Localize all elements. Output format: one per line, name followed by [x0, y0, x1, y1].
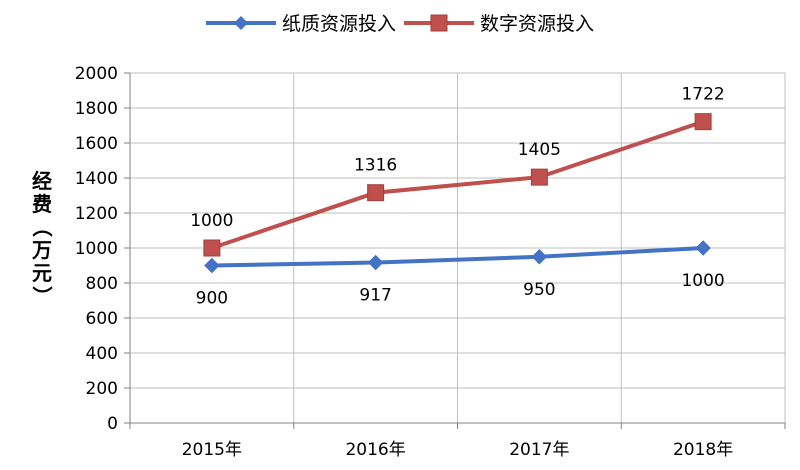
- series-2: 1000 1316 1405 1722: [190, 85, 725, 257]
- y-tick-label: 2000: [75, 64, 118, 84]
- data-point: [367, 254, 384, 271]
- legend-item-1: 纸质资源投入: [206, 13, 396, 35]
- y-tick-label: 1600: [75, 134, 118, 154]
- series-group: 900 917 950 1000 1000 1316 1405 1722: [190, 85, 725, 309]
- legend-marker: [234, 16, 248, 30]
- series-line: [211, 119, 704, 250]
- y-tick-label: 1000: [75, 239, 118, 259]
- y-tick-label: 0: [107, 414, 118, 434]
- data-label: 1722: [681, 85, 724, 105]
- data-label: 917: [359, 286, 391, 306]
- legend-label: 纸质资源投入: [282, 13, 396, 35]
- legend: 纸质资源投入 数字资源投入: [206, 13, 594, 35]
- y-tick-label: 400: [86, 344, 118, 364]
- data-point: [204, 257, 220, 274]
- y-axis-label-char: 元: [32, 261, 52, 285]
- axes: [124, 72, 786, 429]
- data-point: [367, 184, 385, 202]
- x-tick-label: 2016年: [345, 440, 405, 460]
- y-tick-labels: 0 200 400 600 800 1000 1200 1400 1600 1800 2000: [75, 64, 118, 434]
- data-label: 1000: [190, 211, 233, 231]
- y-axis-label-char: 万: [31, 238, 52, 262]
- y-tick-label: 800: [86, 274, 118, 294]
- data-point: [203, 239, 221, 257]
- data-point: [695, 240, 711, 256]
- y-axis-label-char: 费: [32, 192, 52, 216]
- x-tick-label: 2015年: [182, 440, 242, 460]
- data-label: 950: [523, 280, 555, 300]
- x-tick-label: 2017年: [509, 440, 569, 460]
- y-tick-label: 1800: [75, 99, 118, 119]
- data-point: [531, 249, 548, 265]
- y-axis-label-char: 经: [32, 169, 52, 193]
- data-label: 900: [196, 289, 228, 309]
- y-axis-label-char: ）: [30, 286, 54, 306]
- x-tick-label: 2018年: [673, 440, 733, 460]
- y-tick-label: 1200: [75, 204, 118, 224]
- data-point: [694, 113, 712, 131]
- gridlines: [130, 72, 786, 423]
- data-point: [530, 168, 548, 186]
- series-line: [211, 246, 704, 268]
- legend-item-2: 数字资源投入: [404, 13, 594, 35]
- y-tick-label: 200: [86, 379, 118, 399]
- legend-label: 数字资源投入: [480, 13, 594, 35]
- x-tick-labels: 2015年 2016年 2017年 2018年: [182, 440, 734, 460]
- series-1: 900 917 950 1000: [196, 240, 725, 309]
- y-axis-label: 经费（万元）: [30, 169, 54, 306]
- data-label: 1000: [681, 271, 724, 291]
- data-label: 1316: [354, 156, 397, 176]
- legend-marker: [430, 14, 448, 32]
- y-axis-label-char: （: [30, 217, 54, 237]
- y-tick-label: 1400: [75, 169, 118, 189]
- data-label: 1405: [518, 140, 561, 160]
- y-tick-label: 600: [86, 309, 118, 329]
